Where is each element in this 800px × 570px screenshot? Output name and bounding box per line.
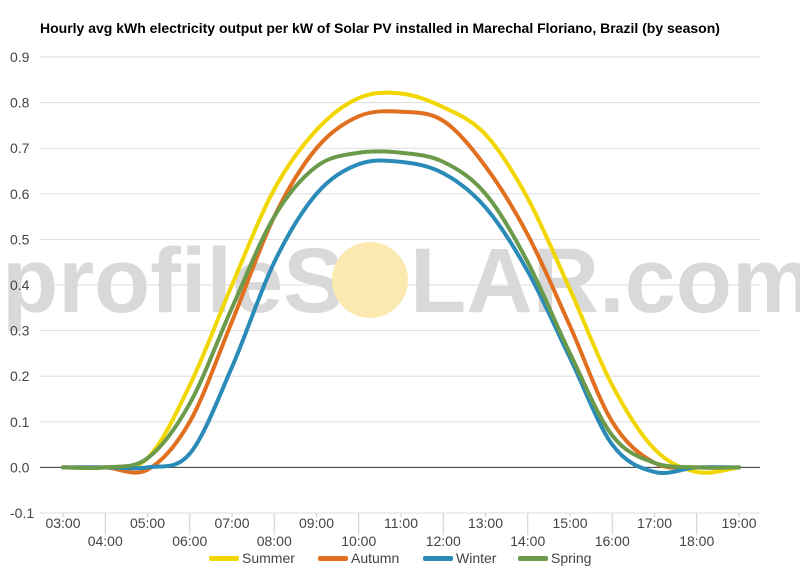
legend-label-summer: Summer [242,550,295,566]
x-tick-label: 03:00 [45,515,80,531]
series-line-summer [61,90,741,475]
y-tick-label: 0.0 [10,459,30,475]
x-tick-label: 06:00 [172,533,207,549]
series-line-spring [61,149,741,471]
legend: Summer Autumn Winter Spring [209,550,591,566]
x-tick-label: 04:00 [88,533,123,549]
legend-swatch-autumn [318,556,348,561]
x-tick-label: 13:00 [468,515,503,531]
legend-swatch-winter [423,556,453,561]
legend-swatch-spring [518,556,548,561]
x-tick-label: 09:00 [299,515,334,531]
axes: -0.1 0.0 0.1 0.2 0.3 0.4 0.5 0.6 0.7 0.8 0.9 03:00 0… [10,49,760,549]
y-tick-label: 0.1 [10,414,30,430]
legend-label-winter: Winter [456,550,497,566]
x-tick-label: 12:00 [426,533,461,549]
x-tick-label: 19:00 [721,515,756,531]
watermark-text-left: profileS [2,230,344,332]
x-tick-label: 17:00 [637,515,672,531]
legend-label-spring: Spring [551,550,591,566]
chart-title: Hourly avg kWh electricity output per kW… [40,20,720,36]
x-tick-label: 07:00 [214,515,249,531]
x-tick-label: 05:00 [130,515,165,531]
y-tick-label: 0.9 [10,49,30,65]
x-tick-label: 08:00 [257,533,292,549]
watermark-sun-logo [332,242,408,318]
x-tick-label: 16:00 [595,533,630,549]
y-tick-label: 0.2 [10,368,30,384]
x-tick-label: 18:00 [679,533,714,549]
x-tick-label: 14:00 [510,533,545,549]
series-lines [61,90,741,475]
y-tick-label: 0.4 [10,277,30,293]
y-tick-label: 0.6 [10,186,30,202]
y-tick-label: 0.5 [10,231,30,247]
watermark-text-right: LAR.com [410,230,800,332]
y-tick-label: 0.7 [10,140,30,156]
legend-label-autumn: Autumn [351,550,399,566]
series-line-autumn [61,109,741,475]
legend-swatch-summer [209,556,239,561]
x-tick-label: 11:00 [384,515,418,531]
y-tick-label: 0.3 [10,323,30,339]
x-tick-label: 10:00 [341,533,376,549]
x-tick-label: 15:00 [552,515,587,531]
watermark: profileS LAR.com [2,230,800,332]
y-tick-label: -0.1 [10,505,34,521]
gridlines [40,56,760,514]
y-tick-label: 0.8 [10,95,30,111]
series-line-winter [61,158,741,475]
